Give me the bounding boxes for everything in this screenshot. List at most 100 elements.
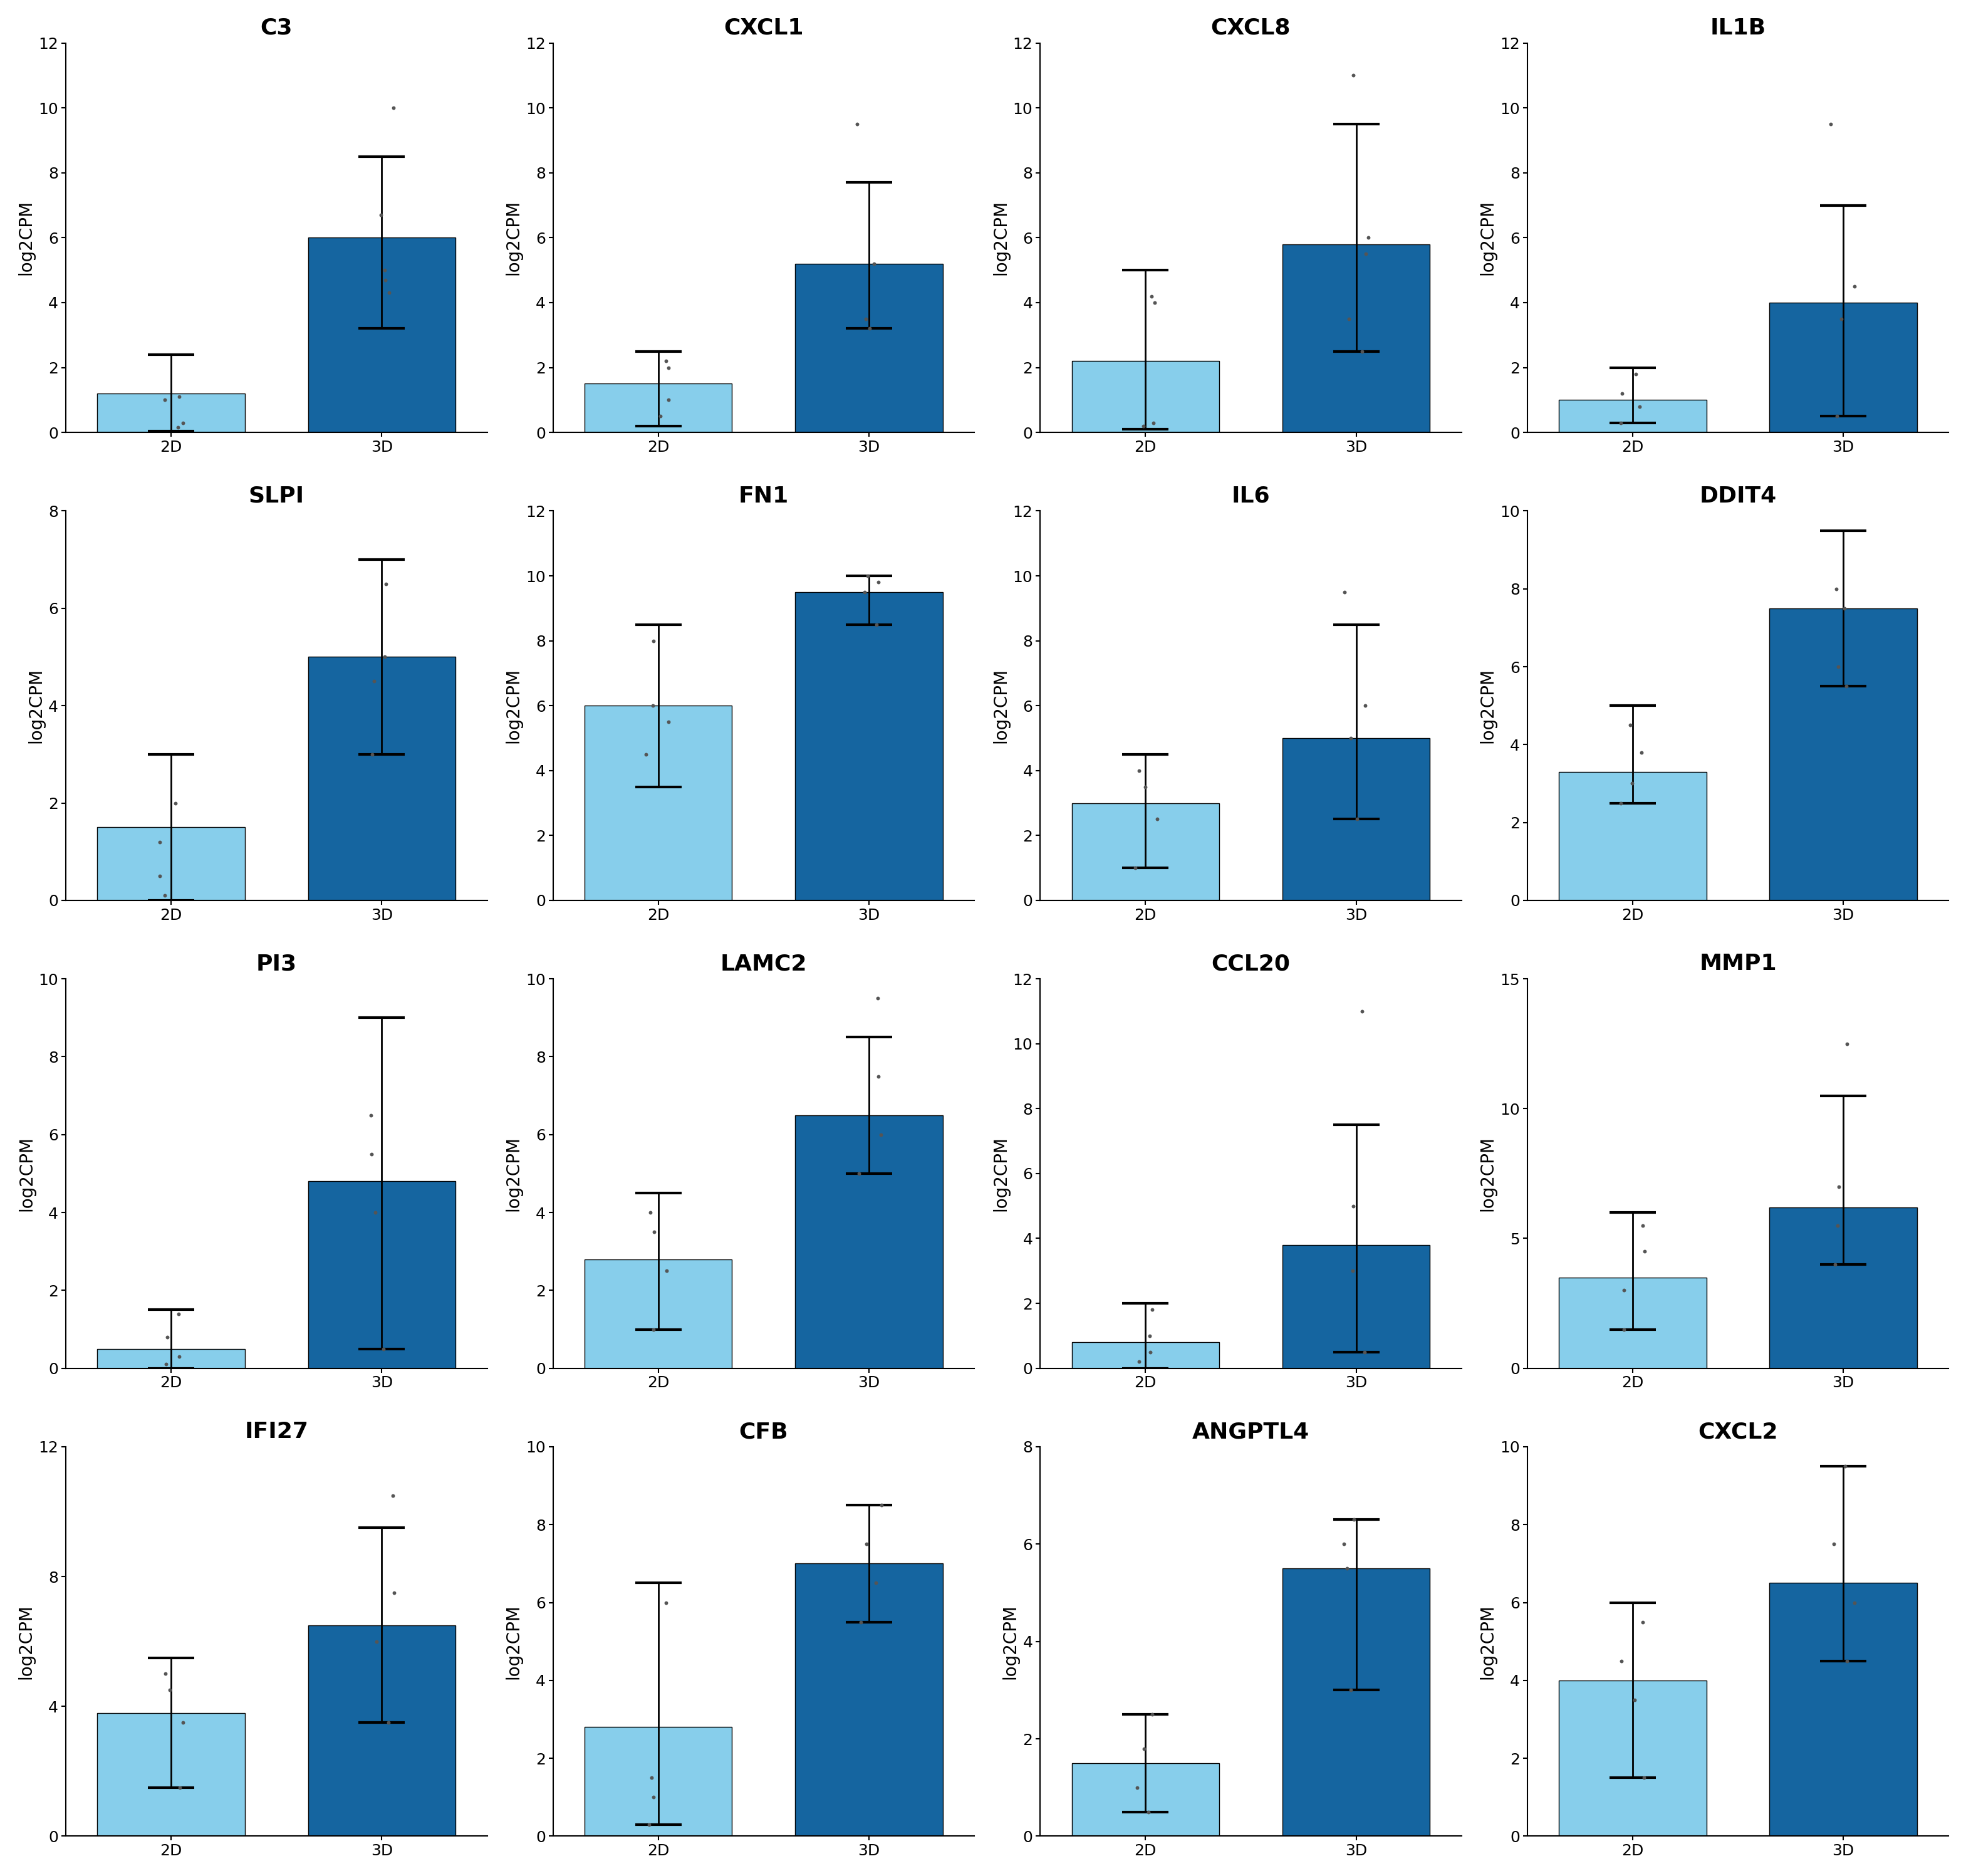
Point <box>163 1773 195 1803</box>
Y-axis label: log2CPM: log2CPM <box>505 1137 523 1212</box>
Point <box>865 1120 896 1150</box>
Y-axis label: log2CPM: log2CPM <box>18 1137 35 1212</box>
Point <box>637 1315 668 1345</box>
Point <box>865 1490 896 1520</box>
Point <box>863 983 895 1013</box>
Bar <box>98 827 246 900</box>
Point <box>1341 805 1372 835</box>
Point <box>151 1323 183 1353</box>
Point <box>1828 593 1860 623</box>
Bar <box>584 1728 731 1837</box>
Point <box>637 690 668 720</box>
Point <box>368 1334 399 1364</box>
Point <box>1826 304 1858 334</box>
Bar <box>584 1259 731 1368</box>
Point <box>1136 1700 1168 1730</box>
Bar <box>1559 771 1706 900</box>
Bar <box>1282 737 1429 900</box>
Y-axis label: log2CPM: log2CPM <box>991 668 1009 743</box>
Point <box>1838 272 1870 302</box>
Point <box>149 385 181 415</box>
Point <box>653 707 684 737</box>
Point <box>1349 1338 1380 1368</box>
Point <box>635 1197 666 1227</box>
Bar <box>794 1114 942 1368</box>
Point <box>1606 1645 1638 1675</box>
Point <box>1628 1210 1659 1240</box>
Point <box>645 401 676 431</box>
Point <box>1838 1587 1870 1617</box>
Title: DDIT4: DDIT4 <box>1699 486 1777 507</box>
Bar <box>794 265 942 433</box>
Y-axis label: log2CPM: log2CPM <box>1478 1604 1496 1679</box>
Bar <box>1559 1681 1706 1837</box>
Point <box>843 1159 875 1189</box>
Point <box>849 578 881 608</box>
Point <box>1616 769 1648 799</box>
Y-axis label: log2CPM: log2CPM <box>991 201 1009 276</box>
Title: CCL20: CCL20 <box>1211 953 1290 974</box>
Y-axis label: log2CPM: log2CPM <box>1001 1604 1018 1679</box>
Point <box>1329 578 1360 608</box>
Bar <box>1282 1246 1429 1368</box>
Point <box>1349 690 1380 720</box>
Point <box>1815 109 1846 139</box>
Point <box>370 265 401 295</box>
Point <box>1138 287 1170 317</box>
Point <box>374 278 405 308</box>
Bar <box>1769 1208 1917 1368</box>
Point <box>651 1587 682 1617</box>
Point <box>1628 1763 1659 1793</box>
Point <box>1819 1529 1850 1559</box>
Point <box>1351 238 1382 268</box>
Point <box>637 627 668 657</box>
Point <box>1353 223 1384 253</box>
Point <box>356 1099 387 1129</box>
Point <box>1822 651 1854 681</box>
Title: LAMC2: LAMC2 <box>720 953 806 974</box>
Point <box>163 1298 195 1328</box>
Point <box>849 304 881 334</box>
Point <box>1335 1675 1366 1705</box>
Point <box>1337 1255 1368 1285</box>
Title: CXCL1: CXCL1 <box>723 17 804 39</box>
Bar <box>584 705 731 900</box>
Point <box>1604 407 1636 437</box>
Point <box>159 788 191 818</box>
Point <box>163 413 195 443</box>
Y-axis label: log2CPM: log2CPM <box>505 201 523 276</box>
Title: IL1B: IL1B <box>1710 17 1765 39</box>
Point <box>841 109 873 139</box>
Point <box>360 1197 391 1227</box>
Bar <box>309 1625 456 1837</box>
Bar <box>309 238 456 433</box>
Bar <box>1071 803 1219 900</box>
Point <box>1614 711 1646 741</box>
Point <box>1830 1028 1862 1058</box>
Point <box>1606 379 1638 409</box>
Point <box>853 313 885 343</box>
Point <box>653 353 684 383</box>
Point <box>1339 1505 1370 1535</box>
Point <box>1128 771 1160 801</box>
Bar <box>1071 1763 1219 1837</box>
Title: IL6: IL6 <box>1231 486 1270 507</box>
Point <box>1329 1529 1360 1559</box>
Point <box>1331 1553 1362 1583</box>
Point <box>370 642 401 672</box>
Title: IFI27: IFI27 <box>244 1422 309 1443</box>
Point <box>857 250 889 280</box>
Point <box>149 880 181 910</box>
Title: SLPI: SLPI <box>248 486 305 507</box>
Bar <box>1559 400 1706 433</box>
Point <box>859 1568 891 1598</box>
Point <box>1626 737 1657 767</box>
Point <box>374 1707 405 1737</box>
Point <box>851 561 883 591</box>
Point <box>167 407 199 437</box>
Bar <box>584 385 731 433</box>
Y-axis label: log2CPM: log2CPM <box>1478 201 1496 276</box>
Point <box>362 1626 393 1657</box>
Y-axis label: log2CPM: log2CPM <box>18 201 35 276</box>
Bar <box>98 1349 246 1368</box>
